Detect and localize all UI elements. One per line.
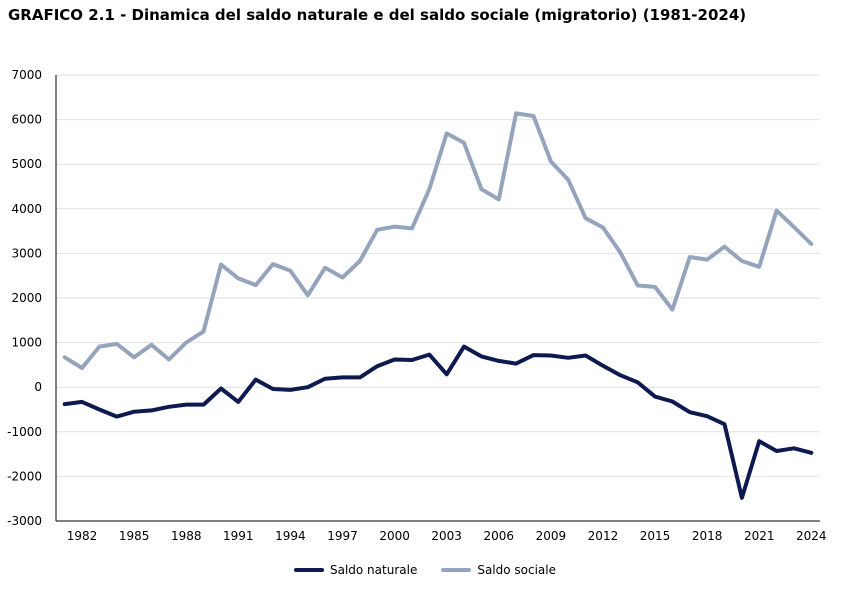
y-tick-label: -2000 — [7, 469, 42, 483]
chart-title: GRAFICO 2.1 - Dinamica del saldo natural… — [8, 6, 747, 24]
y-tick-label: 7000 — [11, 68, 42, 82]
x-tick-label: 1988 — [171, 529, 202, 543]
x-tick-label: 2009 — [536, 529, 567, 543]
legend-label-saldo-naturale: Saldo naturale — [329, 563, 418, 577]
legend-swatch-saldo-sociale — [441, 568, 472, 572]
x-tick-label: 1991 — [223, 529, 254, 543]
x-tick-label: 2018 — [692, 529, 723, 543]
y-tick-label: 6000 — [11, 113, 42, 127]
y-tick-label: 0 — [34, 380, 42, 394]
x-tick-label: 1982 — [67, 529, 98, 543]
x-tick-label: 1997 — [327, 529, 358, 543]
legend-label-saldo-sociale: Saldo sociale — [477, 563, 557, 577]
y-tick-labels: 7000 6000 5000 4000 3000 2000 1000 0 -1000 -2000 -… — [7, 68, 42, 528]
gridlines — [56, 74, 820, 477]
legend: Saldo naturale Saldo sociale — [0, 563, 850, 577]
x-tick-label: 1994 — [275, 529, 306, 543]
y-tick-label: 2000 — [11, 291, 42, 305]
x-tick-label: 2012 — [588, 529, 619, 543]
y-tick-label: -1000 — [7, 425, 42, 439]
x-tick-label: 2015 — [640, 529, 671, 543]
y-tick-label: 4000 — [11, 202, 42, 216]
legend-item-saldo-sociale: Saldo sociale — [441, 563, 556, 577]
series-line-saldo-naturale — [62, 344, 814, 500]
series-line-saldo-sociale — [62, 111, 814, 370]
x-tick-label: 2024 — [796, 529, 827, 543]
series-lines — [62, 111, 814, 500]
legend-swatch-saldo-naturale — [293, 568, 324, 572]
y-tick-label: 5000 — [11, 157, 42, 171]
x-tick-label: 2021 — [744, 529, 775, 543]
y-tick-label: 3000 — [11, 246, 42, 260]
x-tick-labels: 1982 1985 1988 1991 1994 1997 2000 2003 2006 2009… — [67, 529, 827, 543]
x-tick-label: 2006 — [483, 529, 514, 543]
y-tick-label: -3000 — [7, 514, 42, 528]
x-tick-label: 1985 — [119, 529, 150, 543]
y-tick-label: 1000 — [11, 336, 42, 350]
legend-item-saldo-naturale: Saldo naturale — [293, 563, 418, 577]
axes — [55, 75, 820, 522]
x-tick-label: 2000 — [379, 529, 410, 543]
x-tick-label: 2003 — [431, 529, 462, 543]
